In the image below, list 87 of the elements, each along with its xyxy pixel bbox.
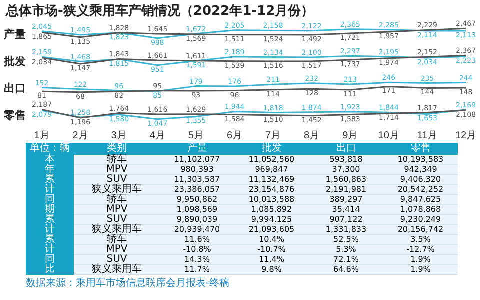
text: 9,406,320 xyxy=(400,175,442,184)
text: 11.6% xyxy=(184,235,210,244)
y-axis-title: 零售 xyxy=(4,108,26,123)
category-label: 狭义乘用车 xyxy=(92,264,142,275)
text: 1,078,868 xyxy=(400,205,442,214)
text: 2,191,981 xyxy=(326,185,367,194)
text: 1.9% xyxy=(410,255,431,264)
text: 980,393 xyxy=(180,165,214,174)
text: 类别 xyxy=(74,143,160,155)
x-tick-label: 7月 xyxy=(265,130,282,142)
text: 23,154,876 xyxy=(248,185,295,194)
category-label: 出口 xyxy=(309,143,384,155)
text: 593,818 xyxy=(330,155,363,164)
text: 单位：辆 xyxy=(26,143,74,155)
x-tick-label: 11月 xyxy=(417,130,438,142)
x-tick-label: 3月 xyxy=(111,130,127,142)
category-label: 狭义乘用车 xyxy=(92,224,142,235)
x-tick-label: 1月 xyxy=(34,130,50,142)
row-group-header: 同期累计 xyxy=(26,195,74,235)
text: 5.3% xyxy=(336,245,356,254)
text: 11.7% xyxy=(184,265,210,274)
text: 11.4% xyxy=(259,255,284,264)
text: 9.8% xyxy=(262,265,282,274)
text: 11,132,469 xyxy=(248,175,295,184)
text: 10.4% xyxy=(259,235,284,244)
category-label: 批发 xyxy=(234,143,309,155)
text: 20,542,252 xyxy=(398,185,444,194)
text: 9,847,625 xyxy=(400,195,442,204)
text: 35,414 xyxy=(332,205,360,214)
category-label: 轿车 xyxy=(107,234,127,245)
category-label: MPV xyxy=(106,244,128,255)
text: 14.3% xyxy=(184,255,210,264)
category-label: MPV xyxy=(106,164,128,175)
text: 9,890,039 xyxy=(176,215,218,224)
text: 64.6% xyxy=(334,265,359,274)
category-label: 轿车 xyxy=(107,194,127,205)
category-label: SUV xyxy=(106,254,128,265)
text: 20,156,742 xyxy=(398,225,444,234)
text: 72.1% xyxy=(334,255,359,264)
x-tick-label: 4月 xyxy=(150,130,166,142)
category-label: 零售 xyxy=(384,143,458,155)
source-note: 数据来源：乘用车市场信息联席会月报表-终稿 xyxy=(26,278,230,290)
x-tick-label: 2月 xyxy=(72,130,88,142)
text: 942,349 xyxy=(404,165,438,174)
text: 1,560,863 xyxy=(326,175,367,184)
y-axis-title: 批发 xyxy=(4,54,26,69)
text: 37,300 xyxy=(332,165,360,174)
text: 11,102,077 xyxy=(174,155,220,164)
category-label: SUV xyxy=(106,214,128,225)
text: -10.7% xyxy=(258,245,286,254)
text: 1,085,892 xyxy=(251,205,292,214)
category-label: 轿车 xyxy=(107,154,127,165)
category-label: SUV xyxy=(106,174,128,185)
text: 23,386,057 xyxy=(174,185,220,194)
text: -12.7% xyxy=(406,245,435,254)
text: 11,303,587 xyxy=(174,175,220,184)
category-label: MPV xyxy=(106,204,128,215)
y-axis-title: 产量 xyxy=(4,27,26,42)
chart-title: 总体市场-狭义乘用车产销情况（2022年1-12月份） xyxy=(6,2,314,20)
x-tick-label: 6月 xyxy=(226,130,243,142)
text: 907,122 xyxy=(330,215,363,224)
y-axis-title: 出口 xyxy=(4,81,26,96)
category-label: 狭义乘用车 xyxy=(92,184,142,195)
x-tick-label: 12月 xyxy=(455,130,477,142)
x-tick-label: 9月 xyxy=(342,130,358,142)
text: 52.5% xyxy=(334,235,359,244)
text: 1.9% xyxy=(410,265,431,274)
text: 969,847 xyxy=(255,165,288,174)
x-tick-label: 8月 xyxy=(304,130,320,142)
row-group-header: 累计同比 xyxy=(26,235,74,275)
text: 3.5% xyxy=(410,235,431,244)
text: 10,013,588 xyxy=(248,195,295,204)
x-tick-label: 10月 xyxy=(378,130,400,142)
text: 1,331,833 xyxy=(326,225,367,234)
text: 11,052,560 xyxy=(248,155,295,164)
text: 9,230,249 xyxy=(400,215,442,224)
text: 389,297 xyxy=(330,195,363,204)
text: 9,994,125 xyxy=(251,215,292,224)
x-tick-label: 5月 xyxy=(188,130,204,142)
text: 9,950,862 xyxy=(176,195,218,204)
text: 1,098,569 xyxy=(176,205,218,214)
text: 21,093,605 xyxy=(248,225,295,234)
text: 10,193,583 xyxy=(398,155,444,164)
category-label: 产量 xyxy=(160,143,234,155)
text: -10.8% xyxy=(183,245,212,254)
row-group-header: 本年累计 xyxy=(26,155,74,195)
text: 20,939,470 xyxy=(174,225,220,234)
